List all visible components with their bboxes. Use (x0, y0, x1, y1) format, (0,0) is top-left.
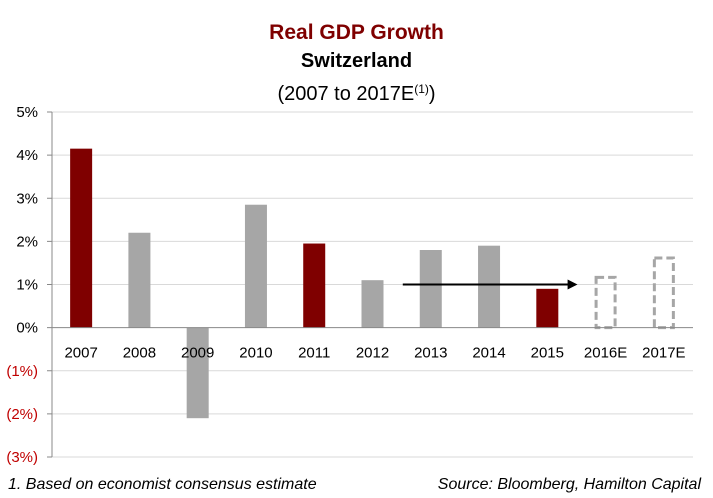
x-tick-label: 2015 (531, 345, 564, 362)
x-tick-label: 2013 (414, 345, 447, 362)
y-tick-label: 2% (16, 233, 38, 250)
chart-period-close: ) (428, 83, 436, 105)
bar-2012 (361, 280, 384, 328)
bar-2011 (303, 243, 326, 328)
bar-2007 (70, 148, 93, 328)
x-tick-label: 2016E (584, 345, 627, 362)
footnote-marker: (1) (414, 82, 429, 96)
x-tick-label: 2008 (123, 345, 156, 362)
x-tick-label: 2012 (356, 345, 389, 362)
source-note: Source: Bloomberg, Hamilton Capital (437, 476, 701, 493)
chart-titles: Real GDP Growth Switzerland (2007 to 201… (0, 18, 713, 108)
y-tick-label: 1% (16, 277, 38, 294)
y-tick-label: 3% (16, 190, 38, 207)
footnote: 1. Based on economist consensus estimate (8, 476, 317, 493)
bar-2008 (128, 232, 151, 328)
bar-2009 (186, 327, 209, 419)
y-tick-label: 5% (16, 104, 38, 121)
bar-2014 (478, 245, 501, 328)
bar-2015 (536, 288, 559, 328)
chart-period: (2007 to 2017E(1)) (0, 75, 713, 108)
bar-2013 (419, 250, 442, 328)
y-tick-label: (3%) (6, 449, 38, 466)
y-tick-label: (2%) (6, 406, 38, 423)
chart-title: Real GDP Growth (269, 21, 444, 44)
bar-2017E (652, 256, 675, 330)
chart-period-text: (2007 to 2017E (277, 83, 415, 105)
x-tick-label: 2007 (64, 345, 97, 362)
y-tick-label: 4% (16, 147, 38, 164)
x-tick-label: 2017E (642, 345, 685, 362)
bar-2010 (244, 204, 267, 328)
y-tick-label: 0% (16, 320, 38, 337)
x-tick-label: 2010 (239, 345, 272, 362)
x-tick-label: 2011 (298, 345, 330, 362)
y-tick-label: (1%) (6, 363, 38, 380)
chart-subtitle: Switzerland (300, 50, 413, 72)
x-tick-label: 2014 (472, 345, 505, 362)
x-tick-label: 2009 (181, 345, 214, 362)
